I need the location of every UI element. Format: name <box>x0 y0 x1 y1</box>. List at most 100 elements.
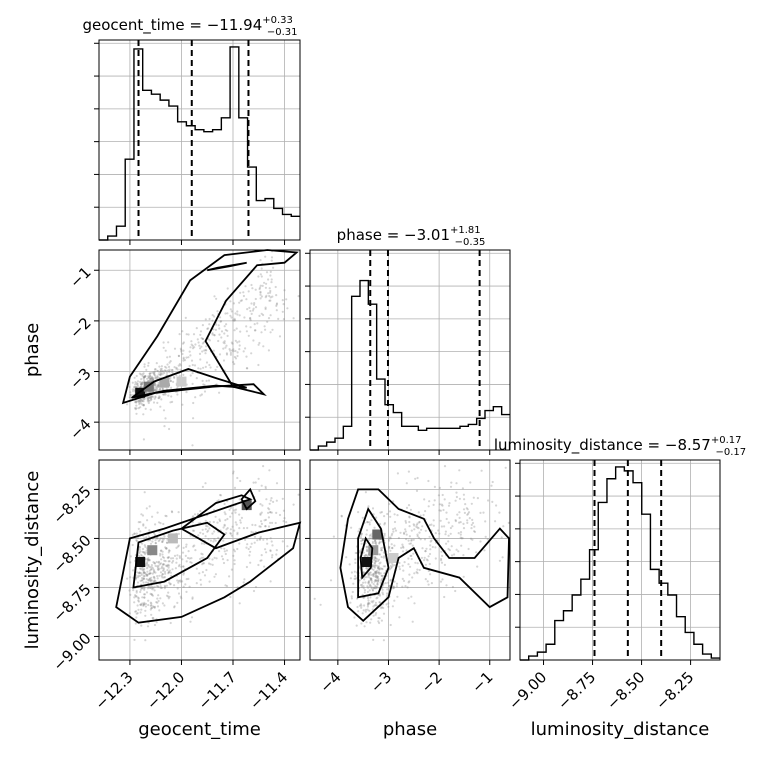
scatter-point <box>228 508 231 511</box>
scatter-point <box>142 569 145 572</box>
scatter-point <box>223 332 226 335</box>
scatter-point <box>139 603 142 606</box>
scatter-point <box>142 551 145 554</box>
scatter-point <box>143 376 146 379</box>
scatter-point <box>181 352 184 356</box>
scatter-point <box>232 548 235 551</box>
scatter-point <box>201 337 204 340</box>
scatter-point <box>143 568 146 571</box>
scatter-point <box>377 593 380 597</box>
scatter-point <box>136 536 140 540</box>
scatter-point <box>141 375 144 378</box>
scatter-point <box>233 319 236 322</box>
scatter-point <box>384 582 387 585</box>
scatter-point <box>143 593 146 596</box>
scatter-point <box>375 579 378 583</box>
scatter-point <box>142 577 145 581</box>
scatter-point <box>181 330 184 333</box>
scatter-point <box>229 349 232 352</box>
scatter-point <box>152 378 155 381</box>
scatter-point <box>176 393 179 396</box>
scatter-point <box>165 547 168 550</box>
scatter-point <box>191 382 194 385</box>
scatter-point <box>371 542 374 545</box>
scatter-point <box>188 350 191 353</box>
scatter-point <box>410 595 413 598</box>
scatter-point <box>175 557 178 560</box>
scatter-point <box>153 589 156 592</box>
scatter-point <box>352 582 355 585</box>
scatter-point <box>140 604 143 607</box>
scatter-point <box>162 556 166 559</box>
scatter-point <box>192 333 196 336</box>
scatter-point <box>263 565 266 568</box>
scatter-point <box>366 550 369 553</box>
scatter-point <box>173 347 177 350</box>
scatter-point <box>248 554 251 557</box>
grid-layer <box>99 40 720 660</box>
scatter-point <box>149 592 152 596</box>
scatter-point <box>150 377 153 380</box>
scatter-point <box>368 609 371 612</box>
scatter-point <box>353 616 356 619</box>
scatter-point <box>254 481 257 484</box>
scatter-point <box>476 497 479 500</box>
scatter-point <box>153 571 156 574</box>
scatter-point <box>168 569 171 572</box>
scatter-point <box>211 333 214 336</box>
scatter-point <box>379 561 382 564</box>
scatter-point <box>149 572 152 575</box>
scatter-point <box>236 351 239 354</box>
scatter-point <box>212 328 215 331</box>
scatter-point <box>387 539 391 542</box>
scatter-point <box>160 574 163 577</box>
scatter-point <box>158 609 161 612</box>
scatter-point <box>232 554 235 558</box>
scatter-point <box>376 581 379 585</box>
scatter-point <box>155 387 158 390</box>
scatter-point <box>246 367 249 370</box>
scatter-point <box>376 569 379 572</box>
scatter-point <box>139 530 142 533</box>
scatter-point <box>185 545 188 548</box>
scatter-point <box>373 587 376 590</box>
scatter-point <box>159 552 162 555</box>
x-tick-label: −8.25 <box>652 668 697 713</box>
scatter-point <box>167 556 170 559</box>
scatter-point <box>154 541 157 545</box>
scatter-point <box>229 300 232 303</box>
scatter-point <box>382 639 385 642</box>
scatter-point <box>267 507 270 510</box>
scatter-point <box>269 274 272 277</box>
scatter-point <box>360 542 363 545</box>
density-cell <box>372 529 383 540</box>
scatter-point <box>223 502 226 506</box>
scatter-point <box>137 527 140 531</box>
scatter-point <box>173 606 176 609</box>
scatter-point <box>371 601 374 604</box>
scatter-point <box>161 550 164 553</box>
scatter-point <box>142 404 145 407</box>
scatter-point <box>230 316 233 319</box>
scatter-point <box>267 349 270 352</box>
scatter-point <box>203 383 206 387</box>
scatter-point <box>232 319 235 322</box>
scatter-point <box>267 516 270 519</box>
scatter-point <box>140 378 143 381</box>
scatter-point <box>257 363 260 367</box>
scatter-point <box>262 313 265 317</box>
x-tick-label: −12.3 <box>92 668 137 713</box>
scatter-point <box>149 566 152 569</box>
scatter-point <box>202 562 206 565</box>
scatter-point <box>140 402 143 405</box>
scatter-point <box>461 487 464 490</box>
scatter-point <box>262 465 265 468</box>
scatter-point <box>428 500 431 503</box>
scatter-point <box>230 568 233 571</box>
scatter-point <box>141 547 145 551</box>
scatter-point <box>184 583 187 586</box>
scatter-point <box>153 370 157 373</box>
scatter-point <box>248 306 251 309</box>
density-cell <box>241 500 252 511</box>
scatter-point <box>457 532 460 535</box>
